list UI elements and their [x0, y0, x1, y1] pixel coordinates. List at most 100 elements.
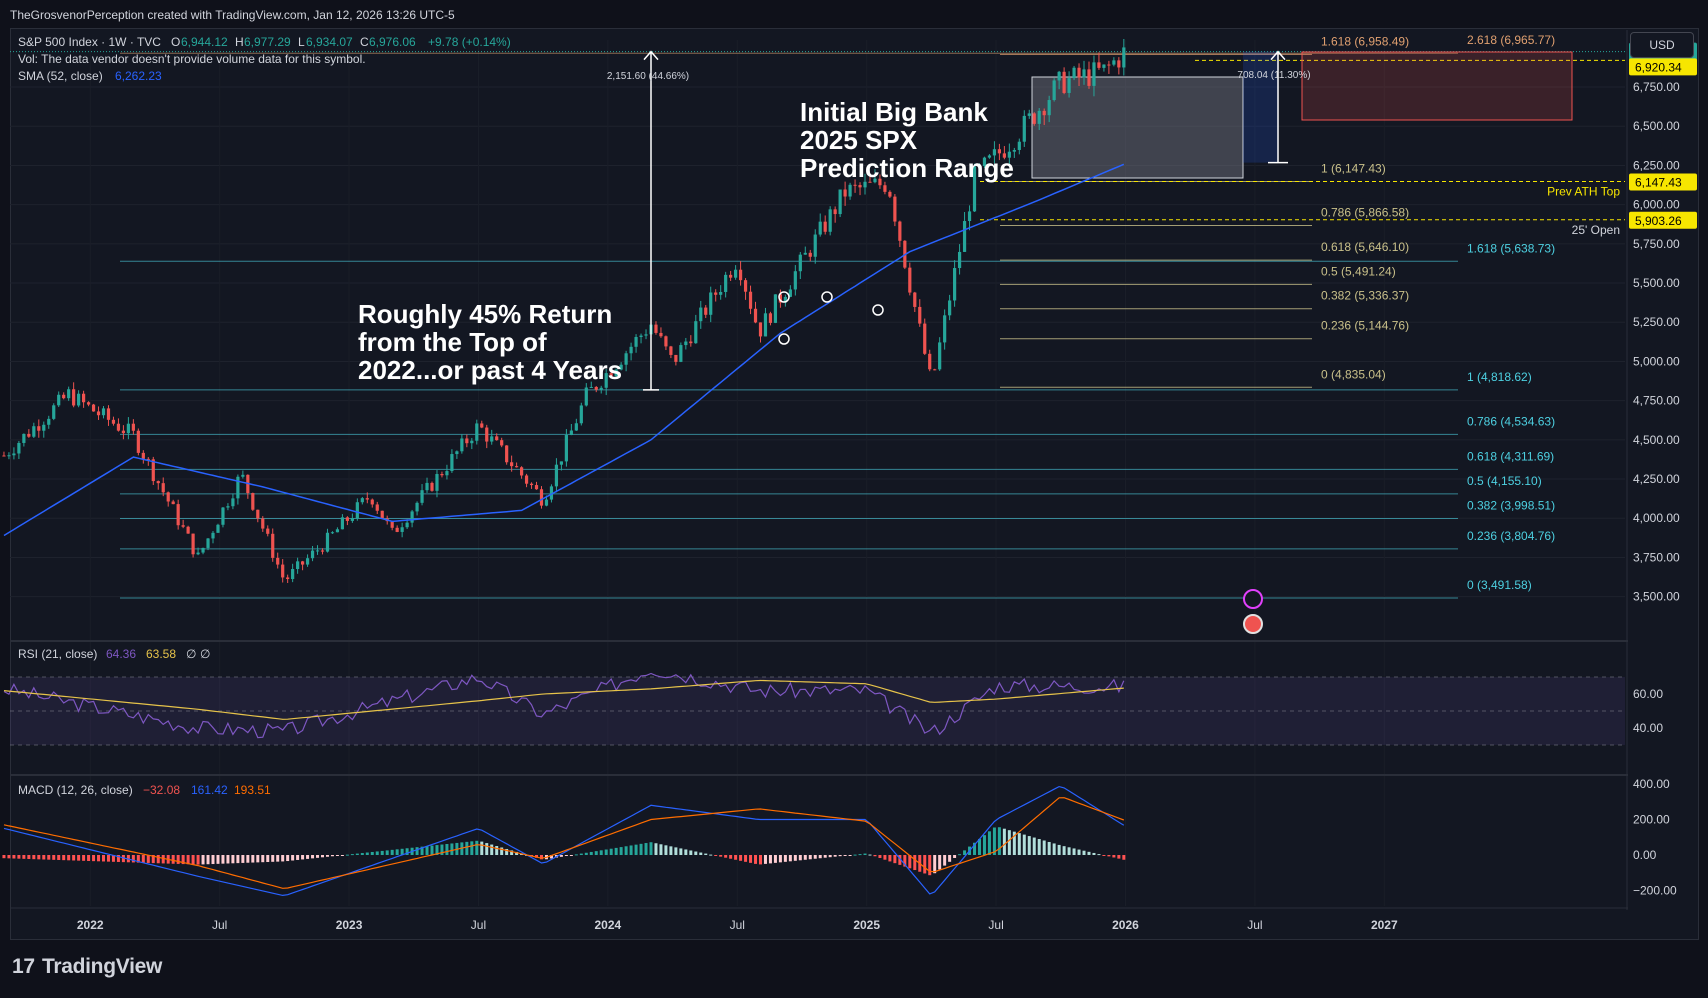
macd-histogram-bar	[943, 855, 947, 866]
candle-body	[181, 525, 185, 527]
macd-histogram-bar	[883, 855, 887, 860]
candle-body	[226, 506, 230, 508]
macd-histogram-bar	[171, 855, 175, 864]
candle-body	[719, 291, 723, 295]
candle-body	[1107, 64, 1111, 66]
macd-histogram-bar	[584, 852, 588, 855]
macd-histogram-bar	[734, 855, 738, 860]
legend-rsi-ma-value: 63.58	[146, 647, 176, 661]
macd-histogram-bar	[1027, 836, 1031, 855]
candle-body	[918, 306, 922, 324]
prediction-range-box	[1031, 76, 1244, 179]
candle-body	[972, 166, 977, 212]
currency-button[interactable]: USD	[1630, 32, 1694, 58]
candle-body	[594, 386, 598, 390]
candle-body	[574, 423, 578, 431]
price-tick-label: 5,250.00	[1633, 315, 1680, 329]
candle-body	[495, 436, 499, 441]
macd-histogram-bar	[654, 843, 658, 855]
macd-histogram-bar	[47, 855, 51, 860]
macd-histogram-bar	[928, 855, 932, 876]
tradingview-logo[interactable]: 17 TradingView	[12, 955, 162, 979]
macd-histogram-bar	[116, 855, 120, 862]
macd-histogram-bar	[1037, 839, 1041, 855]
price-tick-label: 5,000.00	[1633, 354, 1680, 368]
macd-histogram-bar	[878, 855, 882, 858]
event-marker	[821, 291, 833, 303]
candle-body	[1072, 67, 1076, 79]
candle-body	[335, 529, 340, 533]
macd-histogram-bar	[405, 848, 409, 855]
legend-volume-note: Vol: The data vendor doesn't provide vol…	[18, 52, 366, 66]
macd-histogram-bar	[858, 854, 862, 856]
macd-histogram-bar	[465, 841, 469, 855]
macd-histogram-bar	[624, 846, 628, 855]
candle-body	[445, 471, 449, 476]
macd-histogram-bar	[843, 855, 847, 856]
candle-body	[256, 509, 260, 519]
candle-body	[286, 577, 290, 580]
macd-histogram-bar	[186, 855, 190, 865]
macd-histogram-bar	[953, 855, 957, 858]
candle-body	[1097, 62, 1101, 68]
candle-body	[798, 254, 802, 272]
candle-body	[933, 369, 937, 371]
candle-body	[609, 373, 613, 377]
candle-body	[310, 550, 315, 559]
time-tick-label: 2025	[853, 918, 880, 932]
candle-body	[116, 423, 121, 431]
candle-body	[465, 438, 469, 444]
macd-histogram-bar	[838, 855, 842, 857]
candle-body	[898, 221, 902, 241]
candle-body	[266, 528, 270, 534]
rsi-tick-label: 60.00	[1633, 687, 1663, 701]
macd-histogram-bar	[121, 855, 125, 863]
legend-macd-signal: 193.51	[234, 783, 271, 797]
rsi-tick-label: 40.00	[1633, 721, 1663, 735]
rsi-line	[3, 672, 1125, 739]
candle-body	[694, 321, 698, 344]
macd-histogram-bar	[798, 855, 802, 861]
macd-histogram-bar	[1042, 840, 1046, 855]
price-tick-label: 3,750.00	[1633, 550, 1680, 564]
macd-histogram-bar	[908, 855, 912, 869]
macd-histogram-bar	[241, 855, 245, 863]
candle-body	[211, 532, 215, 539]
macd-histogram-bar	[773, 855, 777, 863]
chart-frame	[10, 28, 1699, 940]
candle-body	[12, 453, 16, 456]
candle-body	[1027, 113, 1031, 116]
price-tick-label: 4,500.00	[1633, 433, 1680, 447]
candle-body	[838, 189, 842, 215]
macd-histogram-bar	[151, 855, 155, 864]
macd-histogram-bar	[340, 855, 344, 856]
time-tick-label: Jul	[212, 918, 227, 932]
macd-histogram-bar	[659, 844, 663, 855]
measure-short-label: 708.04 (11.30%)	[1237, 70, 1310, 81]
candle-body	[823, 221, 827, 232]
fib-right-label: 0.236 (3,804.76)	[1467, 529, 1555, 543]
macd-histogram-bar	[435, 845, 439, 855]
macd-histogram-bar	[325, 855, 329, 857]
macd-histogram-bar	[106, 855, 110, 862]
candle-body	[674, 354, 678, 362]
candle-body	[86, 402, 91, 405]
candle-body	[644, 334, 648, 336]
legend-o-value: 6,944.12	[181, 35, 228, 49]
price-tick-label: 4,250.00	[1633, 472, 1680, 486]
candle-body	[888, 191, 892, 197]
price-tick-label: 5,750.00	[1633, 237, 1680, 251]
measure-arrows: 2,151.60 (44.66%) 708.04 (11.30%)	[607, 50, 1311, 391]
candle-body	[659, 332, 663, 337]
candle-body	[753, 308, 758, 323]
attribution-bar: TheGrosvenorPerception created with Trad…	[0, 0, 1708, 30]
macd-histogram-bar	[1057, 844, 1061, 855]
macd-histogram-bar	[793, 855, 797, 861]
candle-body	[967, 211, 972, 222]
candle-body	[420, 490, 424, 503]
macd-histogram-bar	[569, 855, 573, 856]
candle-body	[7, 455, 11, 457]
macd-histogram-bar	[136, 855, 140, 863]
candle-body	[923, 323, 927, 354]
